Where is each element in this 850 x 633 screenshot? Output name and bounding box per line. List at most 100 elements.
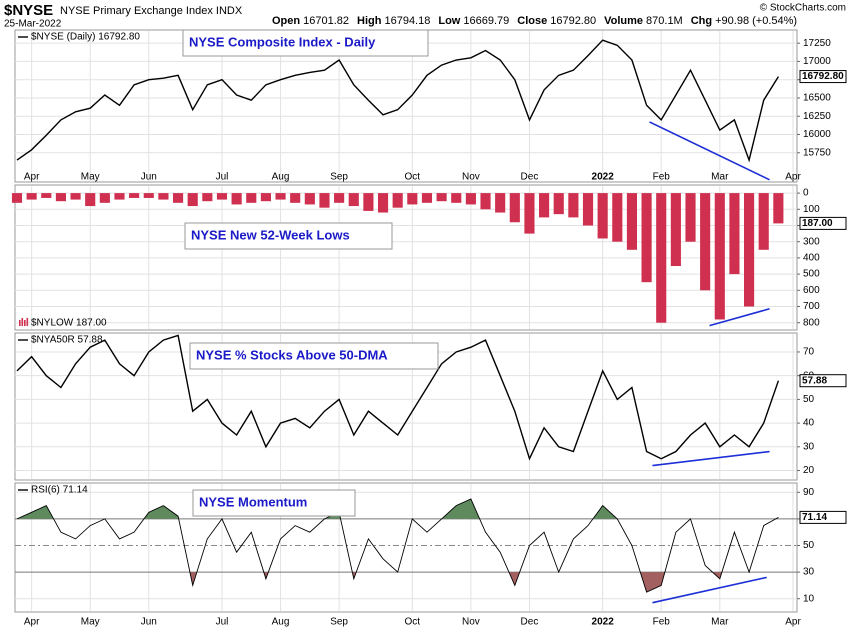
x-tick-label: Sep [330, 172, 348, 183]
symbol: $NYSE [4, 2, 53, 19]
y-tick-label: 20 [803, 465, 815, 476]
bar [348, 193, 359, 207]
y-tick-label: 400 [803, 253, 820, 264]
y-tick-label: 10 [803, 593, 815, 604]
last-value-tag [799, 70, 847, 84]
quote-value: 16792.80 [550, 15, 596, 27]
annotation: NYSE % Stocks Above 50-DMA [196, 347, 388, 362]
last-value-tag [799, 216, 847, 230]
bar [744, 193, 755, 307]
last-value-label: 57.88 [802, 375, 827, 386]
bar [172, 193, 184, 203]
bar [260, 193, 271, 202]
x-tick-label: Dec [521, 617, 539, 628]
legend-label: $NYA50R 57.88 [31, 335, 103, 346]
annotation-box [182, 29, 429, 57]
bar [670, 193, 681, 267]
bar [158, 193, 169, 200]
y-tick-label: 50 [803, 540, 815, 551]
bar [451, 193, 462, 203]
date: 25-Mar-2022 [4, 19, 62, 30]
bar [641, 193, 652, 283]
x-tick-label: Apr [785, 172, 801, 183]
bar [216, 193, 228, 200]
bar [319, 193, 330, 208]
y-tick-label: 16500 [803, 93, 831, 104]
last-value-label: 71.14 [802, 512, 827, 523]
last-value-label: 187.00 [802, 218, 833, 229]
x-tick-label: Jul [216, 172, 229, 183]
bar [246, 193, 257, 203]
bar [568, 193, 579, 218]
y-tick-label: 50 [803, 394, 815, 405]
annotation-box [189, 342, 439, 370]
x-tick-label: Mar [711, 617, 729, 628]
x-tick-label: Apr [785, 617, 801, 628]
bar [392, 193, 403, 208]
index-name: NYSE Primary Exchange Index INDX [60, 5, 243, 17]
legend-swatch [26, 318, 29, 326]
bar [597, 193, 608, 239]
bar [290, 193, 301, 203]
bar [41, 193, 52, 198]
x-tick-label: Dec [521, 172, 539, 183]
y-tick-label: 16000 [803, 129, 831, 140]
x-tick-label: 2022 [592, 617, 615, 628]
x-tick-label: Sep [330, 617, 348, 628]
last-value-tag [799, 374, 847, 388]
x-tick-label: Jul [216, 617, 229, 628]
bar [612, 193, 623, 242]
y-tick-label: 30 [803, 441, 815, 452]
bar [539, 193, 550, 218]
annotation: NYSE Composite Index - Daily [189, 34, 376, 49]
legend-swatch [21, 318, 24, 326]
x-tick-label: Mar [711, 172, 729, 183]
quote-label: Close [517, 15, 547, 27]
x-tick-label: Aug [272, 617, 290, 628]
quote-label: Low [438, 15, 460, 27]
legend-swatch [24, 320, 26, 326]
bar [685, 193, 696, 242]
quote-value: 16701.82 [303, 15, 349, 27]
y-tick-label: 100 [803, 204, 820, 215]
bar [553, 193, 564, 215]
y-tick-label: 17000 [803, 56, 831, 67]
credit: © StockCharts.com [760, 3, 846, 14]
bar [773, 193, 784, 224]
annotation-box [192, 489, 356, 517]
bar [275, 193, 286, 200]
x-tick-label: May [81, 617, 100, 628]
bar [11, 193, 23, 203]
x-tick-label: Nov [462, 617, 480, 628]
bar [729, 193, 740, 275]
y-tick-label: 300 [803, 236, 820, 247]
bar [407, 193, 418, 205]
x-tick-label: Feb [653, 617, 671, 628]
y-tick-label: 15750 [803, 147, 831, 158]
bar [99, 193, 110, 203]
quote-value: 870.1M [646, 15, 683, 27]
quote-value: 16669.79 [463, 15, 509, 27]
x-tick-label: Jun [141, 172, 157, 183]
y-tick-label: 600 [803, 285, 820, 296]
y-tick-label: 40 [803, 418, 815, 429]
trendline [709, 308, 770, 327]
bar [758, 193, 769, 250]
last-value-tag [799, 510, 847, 524]
y-tick-label: 17250 [803, 38, 831, 49]
bar [129, 193, 140, 198]
legend-swatch [19, 320, 21, 326]
bar [55, 193, 66, 202]
trendline [649, 121, 770, 181]
annotation: NYSE New 52-Week Lows [191, 227, 350, 242]
legend-label: RSI(6) 71.14 [31, 485, 88, 496]
quote-value: +90.98 (+0.54%) [715, 15, 797, 27]
line [16, 334, 780, 461]
bar [304, 193, 315, 205]
bar [70, 193, 81, 200]
y-tick-label: 16250 [803, 111, 831, 122]
y-tick-label: 70 [803, 347, 815, 358]
line [16, 498, 779, 593]
x-tick-label: Feb [653, 172, 671, 183]
